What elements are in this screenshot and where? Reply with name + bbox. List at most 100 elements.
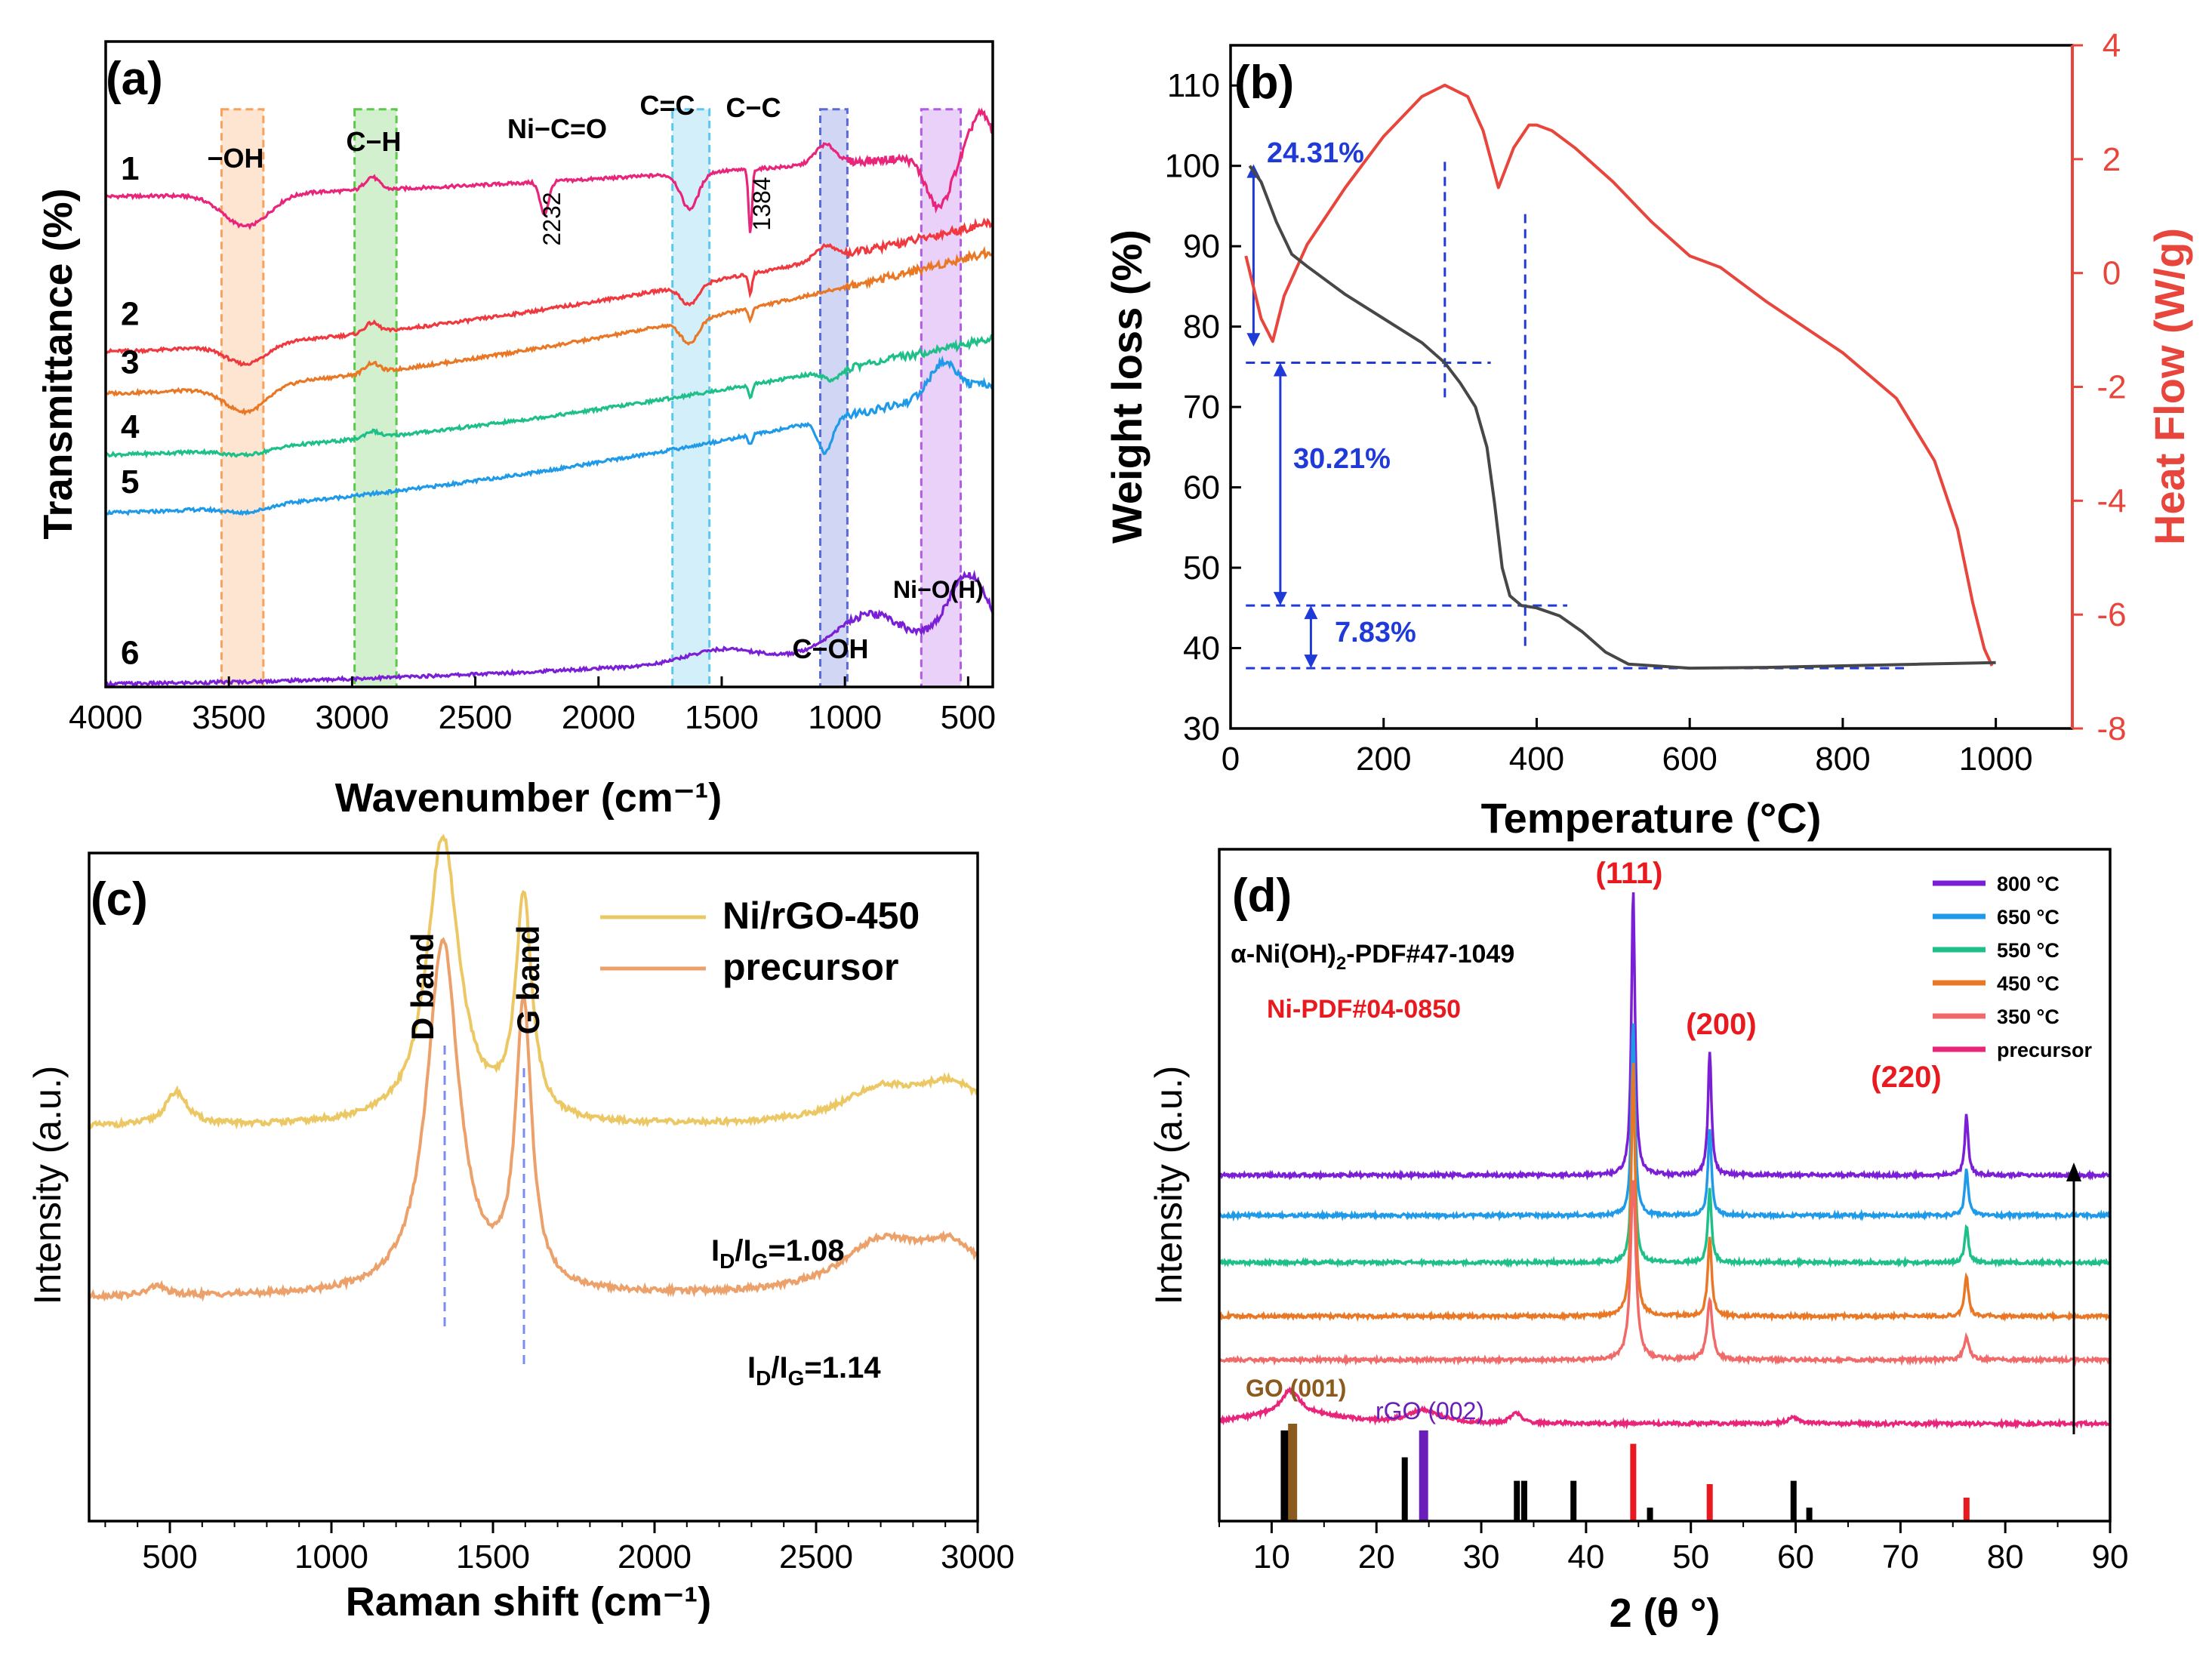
- d-legend: 800 °C 650 °C 550 °C 450 °C 350 °C precursor: [1933, 873, 2093, 1061]
- d-series-line-0: [1218, 892, 2111, 1181]
- b-y2-tick-label-1: -6: [2096, 596, 2126, 633]
- b-y2-tick-label-2: -4: [2096, 482, 2126, 519]
- a-x-tick-label-3000: 3000: [315, 699, 389, 736]
- b-y-tick-label-60: 60: [1183, 470, 1220, 507]
- d-reference-lines: [1280, 1423, 1970, 1521]
- a-region-label-cc-double: C=C: [639, 90, 695, 121]
- c-ratio-1-prefix2: I: [743, 1234, 751, 1267]
- b-annot-30: 30.21%: [1293, 443, 1391, 475]
- b-y2-tick-label-3: -2: [2096, 369, 2126, 406]
- a-x-tick-label-1000: 1000: [808, 699, 882, 736]
- c-ratio-2-prefix2: I: [779, 1351, 787, 1384]
- a-region-box-3: [819, 108, 849, 688]
- b-y2-tick-label-0: -8: [2096, 710, 2126, 747]
- d-peak-label-220: (220): [1871, 1061, 1941, 1094]
- b-arrow-30-head-top: [1273, 362, 1287, 377]
- d-x-tick-label-50: 50: [1672, 1538, 1709, 1575]
- b-y2-tick-label-5: 2: [2103, 141, 2121, 178]
- d-alpha-ref-main: α-Ni(OH): [1231, 940, 1336, 969]
- d-go-label: GO (001): [1246, 1375, 1346, 1402]
- a-series-labels: 1 2 3 4 5 6: [121, 150, 140, 671]
- a-series-label-5: 5: [121, 464, 139, 500]
- b-arrow-30-head-bottom: [1273, 592, 1287, 606]
- c-series-group: [88, 833, 979, 1302]
- a-series-label-3: 3: [121, 344, 139, 381]
- a-series-label-6: 6: [121, 634, 139, 671]
- a-annot-c-c: C−C: [726, 92, 781, 123]
- d-alpha-ref-sub: 2: [1336, 953, 1346, 974]
- c-ratio-2-value: =1.14: [804, 1351, 881, 1384]
- a-annot-2232: 2232: [538, 192, 565, 245]
- c-d-band-label: D band: [405, 933, 440, 1040]
- c-ratio-2: ID/IG=1.14: [747, 1351, 881, 1390]
- b-y-tick-label-30: 30: [1183, 710, 1220, 747]
- b-x-tick-label-200: 200: [1356, 741, 1411, 778]
- c-ratio-2-prefix: I: [747, 1351, 756, 1384]
- c-plot-frame: [88, 852, 979, 1523]
- d-x-tick-label-20: 20: [1358, 1538, 1395, 1575]
- a-plot-frame: [104, 40, 994, 688]
- b-x-tick-label-1000: 1000: [1959, 741, 2033, 778]
- c-x-tick-label-2500: 2500: [779, 1538, 853, 1575]
- d-peak-label-200: (200): [1686, 1008, 1756, 1041]
- d-legend-label-4: 350 °C: [1997, 1006, 2060, 1028]
- b-x-axis-label: Temperature (°C): [1481, 794, 1822, 842]
- c-x-tick-label-3000: 3000: [941, 1538, 1015, 1575]
- c-x-tick-label-500: 500: [142, 1538, 197, 1575]
- d-x-tick-label-70: 70: [1882, 1538, 1919, 1575]
- c-ratio-1-slash: /: [735, 1234, 743, 1267]
- d-series-line-3: [1218, 1063, 2112, 1323]
- d-x-tick-label-60: 60: [1777, 1538, 1814, 1575]
- d-legend-label-1: 650 °C: [1997, 906, 2060, 929]
- b-y-tick-label-110: 110: [1167, 67, 1220, 104]
- a-series-line-6: [105, 569, 994, 688]
- c-legend-label-2: precursor: [722, 946, 898, 988]
- d-legend-label-3: 450 °C: [1997, 972, 2060, 995]
- b-y2-tick-label-6: 4: [2103, 27, 2121, 64]
- c-ratio-1-sub2: G: [752, 1249, 769, 1273]
- b-y2-ticks: -8 -6 -4 -2 0 2 4: [2072, 27, 2127, 747]
- b-x-tick-label-400: 400: [1509, 741, 1564, 778]
- c-x-ticks: 500 1000 1500 2000 2500 3000: [104, 1521, 1015, 1575]
- d-x-ticks: 10 20 30 40 50 60 70 80 90: [1218, 1521, 2128, 1575]
- b-y-tick-label-100: 100: [1165, 148, 1220, 185]
- a-series-label-1: 1: [121, 150, 139, 187]
- panel-d: 10 20 30 40 50 60 70 80 90 (d) (111) (200) (220)…: [1148, 848, 2128, 1636]
- b-y2-tick-label-4: 0: [2103, 255, 2121, 292]
- a-region-box-1: [353, 108, 398, 688]
- b-y-tick-label-90: 90: [1183, 228, 1220, 265]
- a-series-group: [104, 107, 994, 688]
- d-arrow-head: [2066, 1163, 2081, 1181]
- d-x-tick-label-40: 40: [1567, 1538, 1604, 1575]
- a-x-ticks: 4000 3500 3000 2500 2000 1500 1000 500: [69, 676, 996, 736]
- d-x-tick-label-30: 30: [1463, 1538, 1500, 1575]
- b-y-tick-label-80: 80: [1183, 309, 1220, 346]
- a-x-tick-label-3500: 3500: [192, 699, 266, 736]
- b-heat-flow-line: [1244, 83, 1994, 667]
- a-x-tick-label-500: 500: [941, 699, 996, 736]
- a-y-axis-label: Transmittance (%): [35, 188, 81, 539]
- a-series-line-1: [104, 107, 994, 233]
- c-panel-label: (c): [91, 873, 148, 925]
- c-x-tick-label-1000: 1000: [294, 1538, 368, 1575]
- d-rgo-label: rGO (002): [1376, 1397, 1484, 1424]
- d-plot-frame: [1218, 848, 2112, 1523]
- a-x-tick-label-2000: 2000: [562, 699, 636, 736]
- c-y-axis-label: Intensity (a.u.): [26, 1066, 69, 1305]
- c-x-axis-label: Raman shift (cm⁻¹): [346, 1579, 712, 1625]
- a-region-label-nioh: Ni−O(H): [893, 576, 984, 603]
- b-y-tick-label-50: 50: [1183, 550, 1220, 587]
- c-ratio-1-sub: D: [719, 1249, 735, 1273]
- d-alpha-ref-rest: -PDF#47-1049: [1346, 940, 1514, 969]
- b-x-tick-label-0: 0: [1222, 741, 1240, 778]
- d-legend-label-5: precursor: [1997, 1039, 2093, 1061]
- c-ratio-1-prefix: I: [711, 1234, 719, 1267]
- d-series-line-2: [1218, 1076, 2111, 1269]
- d-y-axis-label: Intensity (a.u.): [1148, 1066, 1190, 1305]
- c-legend-label-1: Ni/rGO-450: [722, 895, 920, 937]
- d-peak-label-111: (111): [1596, 857, 1663, 890]
- d-x-tick-label-10: 10: [1253, 1538, 1290, 1575]
- b-y-tick-label-40: 40: [1183, 630, 1220, 667]
- b-x-tick-label-600: 600: [1662, 741, 1717, 778]
